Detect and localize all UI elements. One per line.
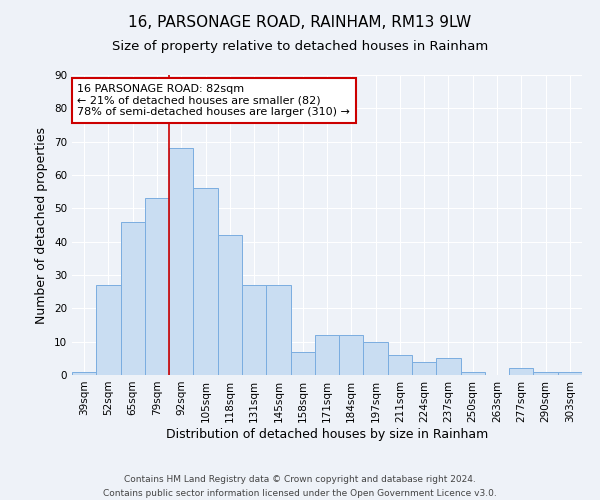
Bar — [121, 222, 145, 375]
Bar — [509, 368, 533, 375]
Bar — [242, 285, 266, 375]
Text: 16, PARSONAGE ROAD, RAINHAM, RM13 9LW: 16, PARSONAGE ROAD, RAINHAM, RM13 9LW — [128, 15, 472, 30]
Text: 16 PARSONAGE ROAD: 82sqm
← 21% of detached houses are smaller (82)
78% of semi-d: 16 PARSONAGE ROAD: 82sqm ← 21% of detach… — [77, 84, 350, 117]
Text: Contains HM Land Registry data © Crown copyright and database right 2024.
Contai: Contains HM Land Registry data © Crown c… — [103, 476, 497, 498]
Bar — [218, 235, 242, 375]
Bar — [315, 335, 339, 375]
Bar — [145, 198, 169, 375]
Bar — [558, 372, 582, 375]
Text: Size of property relative to detached houses in Rainham: Size of property relative to detached ho… — [112, 40, 488, 53]
Bar — [533, 372, 558, 375]
Bar — [388, 355, 412, 375]
Bar — [169, 148, 193, 375]
Bar — [193, 188, 218, 375]
Bar — [339, 335, 364, 375]
Bar — [96, 285, 121, 375]
Bar — [461, 372, 485, 375]
Bar — [72, 372, 96, 375]
Bar — [266, 285, 290, 375]
Bar — [436, 358, 461, 375]
X-axis label: Distribution of detached houses by size in Rainham: Distribution of detached houses by size … — [166, 428, 488, 440]
Bar — [364, 342, 388, 375]
Bar — [290, 352, 315, 375]
Bar — [412, 362, 436, 375]
Y-axis label: Number of detached properties: Number of detached properties — [35, 126, 49, 324]
